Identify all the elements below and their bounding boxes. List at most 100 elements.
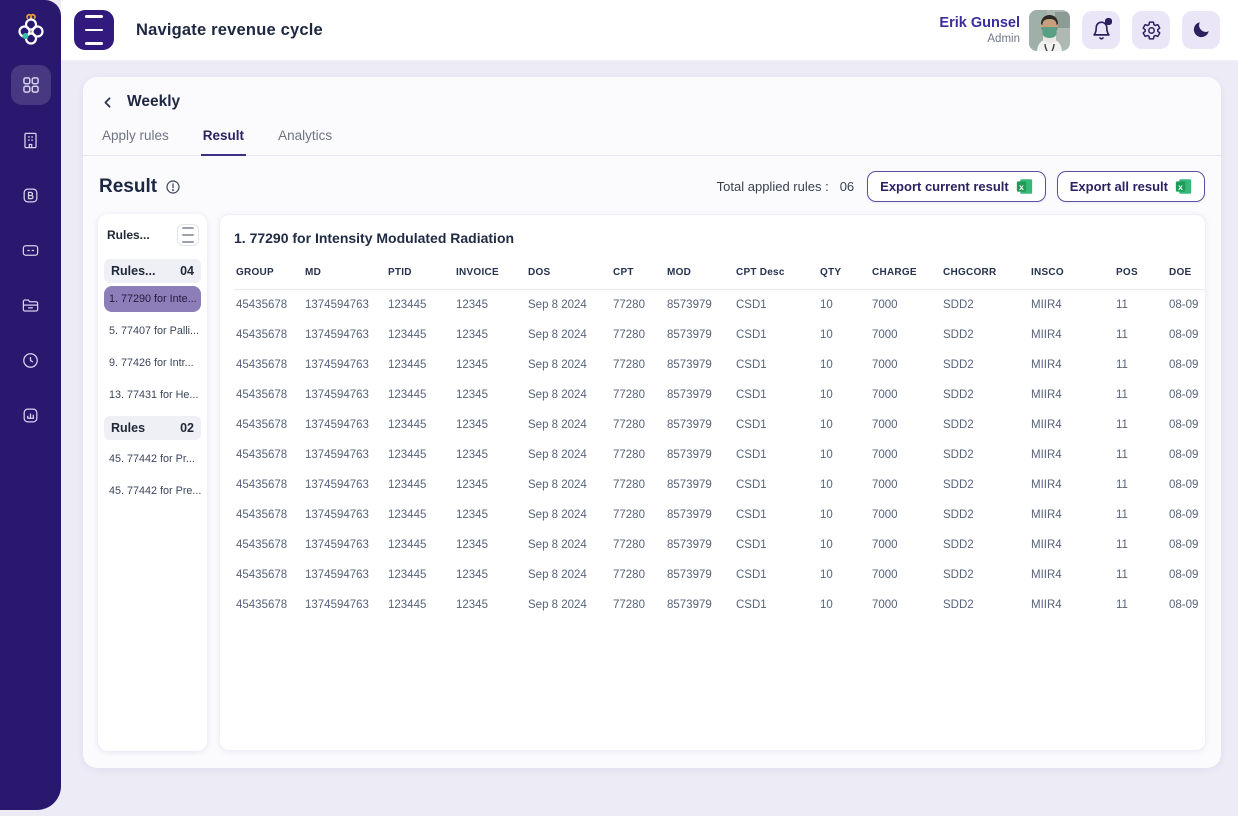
tab-apply-rules[interactable]: Apply rules [102,128,169,143]
back-button[interactable] [99,94,116,111]
column-header-pos: POS [1114,259,1167,290]
table-cell: 123445 [388,419,427,431]
table-cell: 08-09 [1169,449,1199,461]
rules-panel: Rules... Rules... 04 1. 77290 for Inte... 5… [98,214,207,751]
section-title: Result [99,175,158,197]
export-current-result-button[interactable]: Export current result x [867,171,1046,202]
rules-list-options-button[interactable] [177,224,199,246]
table-cell: 7000 [872,389,898,401]
rule-result-title: 1. 77290 for Intensity Modulated Radiati… [234,230,515,246]
table-cell: CSD1 [736,359,767,371]
sidebar-item-folder[interactable] [11,285,51,325]
excel-icon: x [1016,179,1032,194]
table-cell: 11 [1116,359,1128,371]
notifications-button[interactable] [1082,11,1120,49]
table-cell: 12345 [456,329,488,341]
table-cell: CSD1 [736,449,767,461]
topbar: Navigate revenue cycle Erik Gunsel Admin [61,0,1238,61]
document-badge-icon [23,188,38,202]
table-cell: 10 [820,599,833,611]
table-cell: 10 [820,359,833,371]
table-cell: Sep 8 2024 [528,389,587,401]
rules-group-count: 04 [180,264,194,278]
export-all-result-button[interactable]: Export all result x [1056,171,1205,202]
table-cell: 11 [1116,299,1128,311]
table-cell: 1374594763 [305,389,369,401]
table-cell: 1374594763 [305,479,369,491]
table-cell: 11 [1116,479,1128,491]
sidebar-item-hospital-building[interactable] [11,120,51,160]
table-cell: 45435678 [236,299,288,311]
table-cell: SDD2 [943,539,974,551]
table-cell: 7000 [872,509,898,521]
notification-dot [1105,18,1112,25]
table-cell: 77280 [613,599,645,611]
table-cell: 10 [820,539,833,551]
table-cell: 08-09 [1169,419,1199,431]
table-cell: 77280 [613,539,645,551]
table-cell: 7000 [872,329,898,341]
table-cell: 12345 [456,539,488,551]
card-icon [22,244,39,256]
table-cell: 12345 [456,509,488,521]
breadcrumb: Weekly [83,77,1221,111]
info-icon[interactable] [165,179,181,195]
sidebar-item-clock[interactable] [11,340,51,380]
export-all-result-label: Export all result [1069,179,1168,194]
table-cell: 11 [1116,449,1128,461]
table-cell: 77280 [613,299,645,311]
table-cell: 10 [820,329,833,341]
rule-list-item[interactable]: 9. 77426 for Intr... [109,357,194,369]
dark-mode-button[interactable] [1182,11,1220,49]
sidebar-item-card[interactable] [11,230,51,270]
tab-analytics[interactable]: Analytics [278,128,333,143]
table-cell: MIIR4 [1031,299,1062,311]
tab-result[interactable]: Result [200,124,247,156]
table-cell: 45435678 [236,389,288,401]
table-cell: 8573979 [667,569,712,581]
column-header-qty: QTY [818,259,870,290]
table-cell: 11 [1116,539,1128,551]
menu-lines-icon [182,227,194,230]
settings-button[interactable] [1132,11,1170,49]
gear-icon [1142,20,1160,40]
table-cell: 1374594763 [305,599,369,611]
sidebar-item-analytics-chart[interactable] [11,395,51,435]
table-cell: MIIR4 [1031,509,1062,521]
table-cell: 45435678 [236,539,288,551]
table-row: 45435678 1374594763 123445 12345 Sep 8 2024 7… [234,380,1205,410]
table-cell: 11 [1116,509,1128,521]
table-cell: 1374594763 [305,329,369,341]
table-cell: 77280 [613,569,645,581]
rules-group-label: Rules... [111,264,156,278]
table-cell: CSD1 [736,389,767,401]
table-cell: SDD2 [943,569,974,581]
table-cell: Sep 8 2024 [528,509,587,521]
table-cell: Sep 8 2024 [528,419,587,431]
sidebar-item-dashboard-grid[interactable] [10,65,51,105]
column-header-dos: DOS [526,259,611,290]
table-cell: 8573979 [667,419,712,431]
table-row: 45435678 1374594763 123445 12345 Sep 8 2024 7… [234,320,1205,350]
avatar[interactable] [1029,9,1070,51]
table-cell: Sep 8 2024 [528,539,587,551]
table-cell: 08-09 [1169,539,1199,551]
table-cell: 7000 [872,539,898,551]
sidebar-item-document-badge[interactable] [11,175,51,215]
rule-list-item[interactable]: 1. 77290 for Inte... [104,286,201,312]
table-cell: 12345 [456,419,488,431]
table-cell: MIIR4 [1031,419,1062,431]
hamburger-menu-button[interactable] [74,10,114,50]
rule-list-item[interactable]: 5. 77407 for Palli... [109,325,200,337]
rule-list-item[interactable]: 13. 77431 for He... [109,389,199,401]
analytics-chart-icon [23,408,38,422]
table-cell: SDD2 [943,389,974,401]
rule-list-item[interactable]: 45. 77442 for Pr... [109,453,195,465]
table-cell: 7000 [872,569,898,581]
table-cell: 7000 [872,599,898,611]
rule-list-item[interactable]: 45. 77442 for Pre... [109,485,201,497]
table-cell: Sep 8 2024 [528,569,587,581]
table-cell: 8573979 [667,599,712,611]
table-cell: 8573979 [667,299,712,311]
table-cell: 10 [820,299,833,311]
